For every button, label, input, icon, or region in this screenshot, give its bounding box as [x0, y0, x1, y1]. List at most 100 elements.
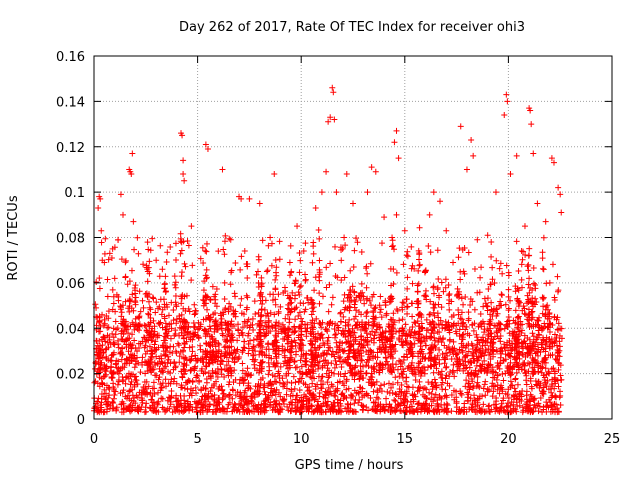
- data-point: [166, 321, 173, 328]
- data-point: [95, 205, 102, 212]
- data-point: [148, 347, 155, 354]
- data-point: [301, 391, 308, 398]
- data-point: [203, 248, 210, 255]
- data-point: [196, 378, 203, 385]
- data-point: [109, 398, 116, 405]
- data-point: [188, 277, 195, 284]
- data-point: [458, 316, 465, 323]
- data-point: [392, 390, 399, 397]
- data-point: [285, 370, 292, 377]
- data-point: [252, 310, 259, 317]
- y-tick-label: 0.12: [56, 141, 85, 156]
- data-point: [425, 327, 432, 334]
- data-point: [144, 239, 151, 246]
- data-point: [426, 311, 433, 318]
- data-point: [300, 247, 307, 254]
- data-point: [556, 343, 563, 350]
- data-point: [485, 403, 492, 410]
- data-point: [385, 323, 392, 330]
- data-point: [296, 309, 303, 316]
- data-point: [188, 223, 195, 230]
- data-point: [147, 353, 154, 360]
- data-point: [377, 293, 384, 300]
- data-point: [314, 402, 321, 409]
- data-point: [551, 374, 558, 381]
- data-point: [171, 281, 178, 288]
- data-point: [325, 334, 332, 341]
- data-point: [131, 246, 138, 253]
- data-point: [283, 385, 290, 392]
- data-point: [434, 352, 441, 359]
- data-point: [146, 304, 153, 311]
- data-point: [383, 395, 390, 402]
- data-point: [390, 242, 397, 249]
- data-point: [220, 246, 227, 253]
- data-point: [308, 311, 315, 318]
- data-point: [189, 406, 196, 413]
- data-point: [149, 392, 156, 399]
- data-point: [290, 373, 297, 380]
- data-point: [414, 288, 421, 295]
- data-point: [117, 303, 124, 310]
- data-point: [262, 391, 269, 398]
- data-point: [338, 391, 345, 398]
- data-point: [126, 308, 133, 315]
- data-point: [460, 301, 467, 308]
- data-point: [488, 253, 495, 260]
- data-point: [128, 345, 135, 352]
- data-point: [162, 363, 169, 370]
- data-point: [343, 339, 350, 346]
- data-point: [97, 328, 104, 335]
- data-point: [523, 388, 530, 395]
- data-point: [465, 249, 472, 256]
- data-point: [333, 361, 340, 368]
- data-point: [465, 309, 472, 316]
- data-point: [139, 297, 146, 304]
- data-point: [310, 391, 317, 398]
- data-point: [296, 283, 303, 290]
- data-point: [358, 248, 365, 255]
- data-point: [262, 297, 269, 304]
- data-point: [503, 262, 510, 269]
- data-point: [111, 392, 118, 399]
- data-point: [401, 227, 408, 234]
- data-point: [313, 347, 320, 354]
- data-point: [312, 386, 319, 393]
- data-point: [488, 239, 495, 246]
- data-point: [539, 255, 546, 262]
- data-point: [100, 334, 107, 341]
- data-point: [330, 89, 337, 96]
- data-point: [178, 273, 185, 280]
- data-point: [253, 271, 260, 278]
- data-point: [427, 249, 434, 256]
- data-point: [275, 291, 282, 298]
- data-point: [505, 313, 512, 320]
- data-point: [240, 344, 247, 351]
- data-point: [518, 276, 525, 283]
- data-point: [126, 278, 133, 285]
- data-point: [461, 244, 468, 251]
- data-point: [272, 276, 279, 283]
- data-point: [332, 334, 339, 341]
- data-point: [389, 237, 396, 244]
- data-point: [505, 286, 512, 293]
- data-point: [416, 378, 423, 385]
- data-point: [209, 409, 216, 416]
- data-point: [497, 260, 504, 267]
- data-point: [334, 322, 341, 329]
- data-point: [297, 282, 304, 289]
- data-point: [530, 280, 537, 287]
- data-point: [498, 400, 505, 407]
- data-point: [431, 376, 438, 383]
- data-point: [292, 305, 299, 312]
- data-point: [149, 294, 156, 301]
- data-point: [259, 237, 266, 244]
- data-point: [475, 395, 482, 402]
- data-point: [410, 334, 417, 341]
- data-point: [156, 320, 163, 327]
- data-point: [404, 253, 411, 260]
- data-point: [438, 279, 445, 286]
- data-point: [554, 377, 561, 384]
- data-point: [476, 384, 483, 391]
- data-point: [546, 279, 553, 286]
